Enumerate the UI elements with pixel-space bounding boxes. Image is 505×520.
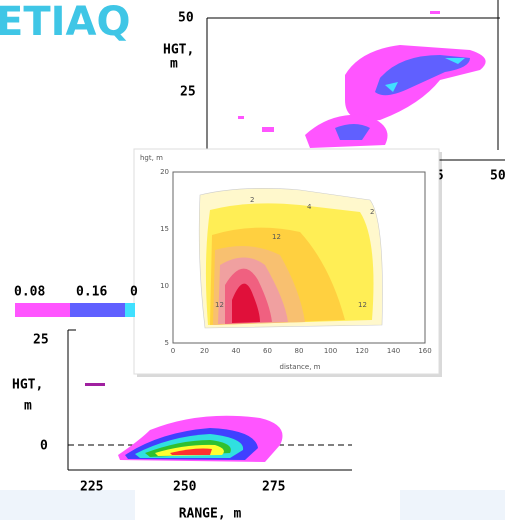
contour-label: 2	[250, 196, 254, 204]
y-tick-label: 5	[165, 339, 169, 347]
y-tick-label: 20	[160, 168, 169, 176]
x-label: distance, m	[280, 363, 321, 371]
contour-label: 12	[272, 233, 281, 241]
y-label: hgt, m	[140, 154, 163, 162]
x-tick-label: 275	[262, 480, 285, 495]
band	[0, 490, 135, 520]
x-tick-label: 120	[355, 347, 368, 355]
x-tick-label: 20	[200, 347, 209, 355]
y-label: m	[24, 399, 32, 414]
y-label: m	[170, 57, 178, 72]
colorbar-label: 0.08	[14, 285, 45, 300]
top-panel: 50 25 HGT, m 75 50	[160, 0, 505, 184]
y-tick-label: 25	[33, 333, 49, 348]
x-tick-label: 0	[171, 347, 175, 355]
contour-label: 2	[370, 208, 374, 216]
y-tick-label: 15	[160, 225, 169, 233]
x-tick-label: 40	[232, 347, 241, 355]
x-tick-label: 100	[324, 347, 337, 355]
x-tick-label: 160	[418, 347, 431, 355]
x-label: RANGE, m	[179, 507, 242, 520]
x-tick-label: 225	[80, 480, 103, 495]
contour-label: 12	[215, 301, 224, 309]
logo: ETIAQ	[0, 0, 130, 45]
x-tick-label: 60	[263, 347, 272, 355]
y-label: HGT,	[163, 43, 194, 58]
bottom-panel: 0.08 0.16 0 25 0 HGT, m 225 250 275 RANG…	[12, 285, 352, 520]
y-tick-label: 10	[160, 282, 169, 290]
y-tick-label: 25	[180, 85, 196, 100]
contour-label: 4	[307, 203, 312, 211]
contour-label: 12	[358, 301, 367, 309]
y-tick-label: 50	[178, 11, 194, 26]
colorbar-label: 0	[130, 285, 138, 300]
x-tick-label: 80	[295, 347, 304, 355]
x-tick-label: 140	[387, 347, 400, 355]
y-tick-label: 0	[40, 439, 48, 454]
y-label: HGT,	[12, 378, 43, 393]
colorbar-label: 0.16	[76, 285, 107, 300]
x-tick-label: 50	[490, 169, 505, 184]
x-tick-label: 250	[173, 480, 197, 495]
band	[400, 490, 505, 520]
